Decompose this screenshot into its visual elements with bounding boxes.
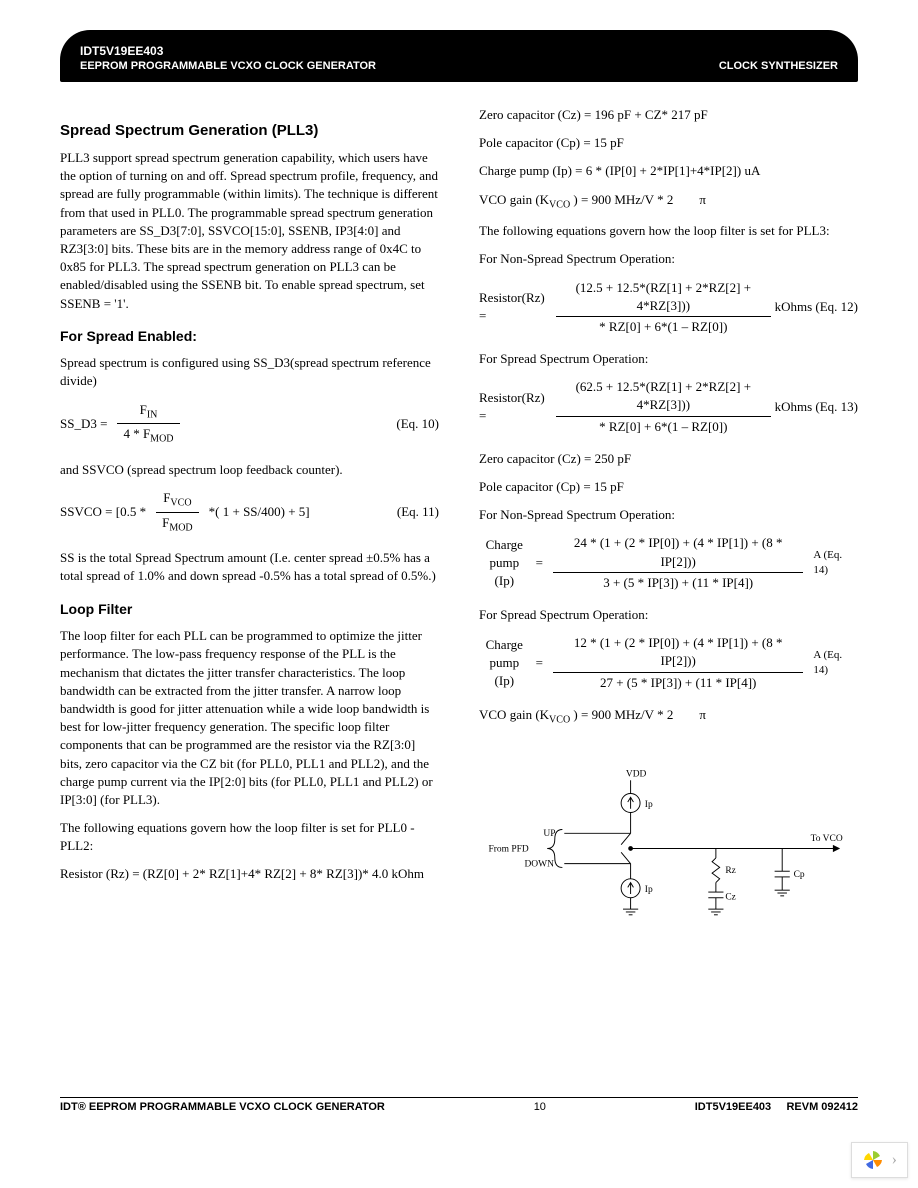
heading-spread-enabled: For Spread Enabled:: [60, 327, 439, 347]
kvco1-pre: VCO gain (K: [479, 192, 549, 207]
equation-13: Resistor(Rz) = (62.5 + 12.5*(RZ[1] + 2*R…: [479, 378, 858, 436]
footer-page: 10: [534, 1101, 546, 1113]
diag-to-vco: To VCO: [811, 834, 843, 844]
equation-12: Resistor(Rz) = (12.5 + 12.5*(RZ[1] + 2*R…: [479, 279, 858, 337]
para-ss: For Spread Spectrum Operation:: [479, 350, 858, 368]
para-ss2: For Spread Spectrum Operation:: [479, 606, 858, 624]
eq14b-den: 27 + (5 * IP[3]) + (11 * IP[4]): [553, 673, 804, 692]
pi-1: π: [699, 192, 706, 207]
eq11-label: (Eq. 11): [397, 503, 439, 521]
diag-ip-bot: Ip: [645, 885, 653, 895]
kvco1-sub: VCO: [549, 199, 570, 210]
para-eqgov: The following equations govern how the l…: [479, 222, 858, 240]
kvco2-post: ) = 900 MHz/V * 2: [570, 707, 673, 722]
para-cp1: Pole capacitor (Cp) = 15 pF: [479, 134, 858, 152]
diag-vdd: VDD: [626, 770, 647, 780]
diag-cz: Cz: [725, 893, 736, 903]
para-spread-enabled: Spread spectrum is configured using SS_D…: [60, 354, 439, 390]
eq12-label: kOhms (Eq. 12): [775, 298, 858, 316]
equation-10: SS_D3 = FIN 4 * FMOD (Eq. 10): [60, 401, 439, 447]
eq11-tail: *( 1 + SS/400) + 5]: [209, 503, 310, 521]
eq12-num: (12.5 + 12.5*(RZ[1] + 2*RZ[2] + 4*RZ[3])…: [556, 279, 771, 317]
eq10-den-sub: MOD: [150, 434, 173, 445]
para-rz: Resistor (Rz) = (RZ[0] + 2* RZ[1]+4* RZ[…: [60, 865, 439, 883]
viewer-badge[interactable]: ›: [851, 1142, 908, 1178]
para-loop-filter-2: The following equations govern how the l…: [60, 819, 439, 855]
eq14b-lhs2: pump (Ip): [489, 655, 519, 688]
eq12-lhs: Resistor(Rz) =: [479, 289, 546, 325]
eq10-num: F: [140, 402, 147, 417]
diag-ip-top: Ip: [645, 800, 653, 810]
para-nonss: For Non-Spread Spectrum Operation:: [479, 250, 858, 268]
equation-14a: Charge pump (Ip) = 24 * (1 + (2 * IP[0])…: [479, 534, 858, 592]
diag-down: DOWN: [524, 860, 554, 870]
header-subtitle: EEPROM PROGRAMMABLE VCXO CLOCK GENERATOR: [80, 60, 376, 72]
heading-ssg: Spread Spectrum Generation (PLL3): [60, 120, 439, 141]
para-cz2: Zero capacitor (Cz) = 250 pF: [479, 450, 858, 468]
heading-loop-filter: Loop Filter: [60, 600, 439, 620]
eq13-lhs: Resistor(Rz) =: [479, 389, 546, 425]
eq14b-lhs1: Charge: [486, 637, 523, 652]
eq10-label: (Eq. 10): [396, 415, 439, 433]
eq14a-lhs1: Charge: [486, 537, 523, 552]
para-ip: Charge pump (Ip) = 6 * (IP[0] + 2*IP[1]+…: [479, 162, 858, 180]
para-kvco2: VCO gain (KVCO ) = 900 MHz/V * 2 π: [479, 706, 858, 728]
eq13-num: (62.5 + 12.5*(RZ[1] + 2*RZ[2] + 4*RZ[3])…: [556, 378, 771, 416]
equation-14b: Charge pump (Ip) = 12 * (1 + (2 * IP[0])…: [479, 634, 858, 692]
footer-rev: REVM 092412: [786, 1101, 858, 1113]
diag-from-pfd: From PFD: [488, 845, 528, 855]
chevron-right-icon: ›: [892, 1151, 897, 1169]
para-loop-filter: The loop filter for each PLL can be prog…: [60, 627, 439, 809]
header-right: CLOCK SYNTHESIZER: [719, 60, 838, 72]
kvco2-sub: VCO: [549, 714, 570, 725]
kvco1-post: ) = 900 MHz/V * 2: [570, 192, 673, 207]
footer-part: IDT5V19EE403: [695, 1101, 771, 1113]
kvco2-pre: VCO gain (K: [479, 707, 549, 722]
para-nonss2: For Non-Spread Spectrum Operation:: [479, 506, 858, 524]
eq14b-num: 12 * (1 + (2 * IP[0]) + (4 * IP[1]) + (8…: [553, 634, 804, 672]
header-bar: IDT5V19EE403 EEPROM PROGRAMMABLE VCXO CL…: [60, 30, 858, 82]
eq10-lhs: SS_D3 =: [60, 415, 107, 433]
pi-2: π: [699, 707, 706, 722]
para-ss-amount: SS is the total Spread Spectrum amount (…: [60, 549, 439, 585]
eq14a-lhs2: pump (Ip): [489, 555, 519, 588]
eq10-den: 4 * F: [123, 426, 150, 441]
eq14a-den: 3 + (5 * IP[3]) + (11 * IP[4]): [553, 573, 804, 592]
para-ssg: PLL3 support spread spectrum generation …: [60, 149, 439, 313]
eq11-den-sub: MOD: [169, 522, 192, 533]
para-kvco1: VCO gain (KVCO ) = 900 MHz/V * 2 π: [479, 191, 858, 213]
diag-up: UP: [543, 829, 555, 839]
eq14a-tail: A (Eq. 14): [813, 548, 858, 579]
left-column: Spread Spectrum Generation (PLL3) PLL3 s…: [60, 106, 439, 943]
diag-cp: Cp: [794, 870, 805, 880]
equation-11: SSVCO = [0.5 * FVCO FMOD *( 1 + SS/400) …: [60, 489, 439, 535]
footer-left: IDT® EEPROM PROGRAMMABLE VCXO CLOCK GENE…: [60, 1101, 385, 1113]
para-cz1: Zero capacitor (Cz) = 196 pF + CZ* 217 p…: [479, 106, 858, 124]
eq12-den: * RZ[0] + 6*(1 – RZ[0]): [556, 317, 771, 336]
eq13-den: * RZ[0] + 6*(1 – RZ[0]): [556, 417, 771, 436]
eq11-lhs: SSVCO = [0.5 *: [60, 503, 146, 521]
footer: IDT® EEPROM PROGRAMMABLE VCXO CLOCK GENE…: [60, 1097, 858, 1113]
loop-filter-diagram: VDD Ip UP DOWN: [479, 767, 858, 938]
eq11-num-sub: VCO: [170, 498, 191, 509]
diag-rz: Rz: [725, 866, 736, 876]
para-ssvco-intro: and SSVCO (spread spectrum loop feedback…: [60, 461, 439, 479]
eq13-label: kOhms (Eq. 13): [775, 398, 858, 416]
right-column: Zero capacitor (Cz) = 196 pF + CZ* 217 p…: [479, 106, 858, 943]
eq10-num-sub: IN: [147, 409, 158, 420]
para-cp2: Pole capacitor (Cp) = 15 pF: [479, 478, 858, 496]
flower-icon: [862, 1149, 884, 1171]
eq14b-tail: A (Eq. 14): [813, 648, 858, 679]
header-part: IDT5V19EE403: [80, 44, 838, 58]
eq14a-num: 24 * (1 + (2 * IP[0]) + (4 * IP[1]) + (8…: [553, 534, 804, 572]
